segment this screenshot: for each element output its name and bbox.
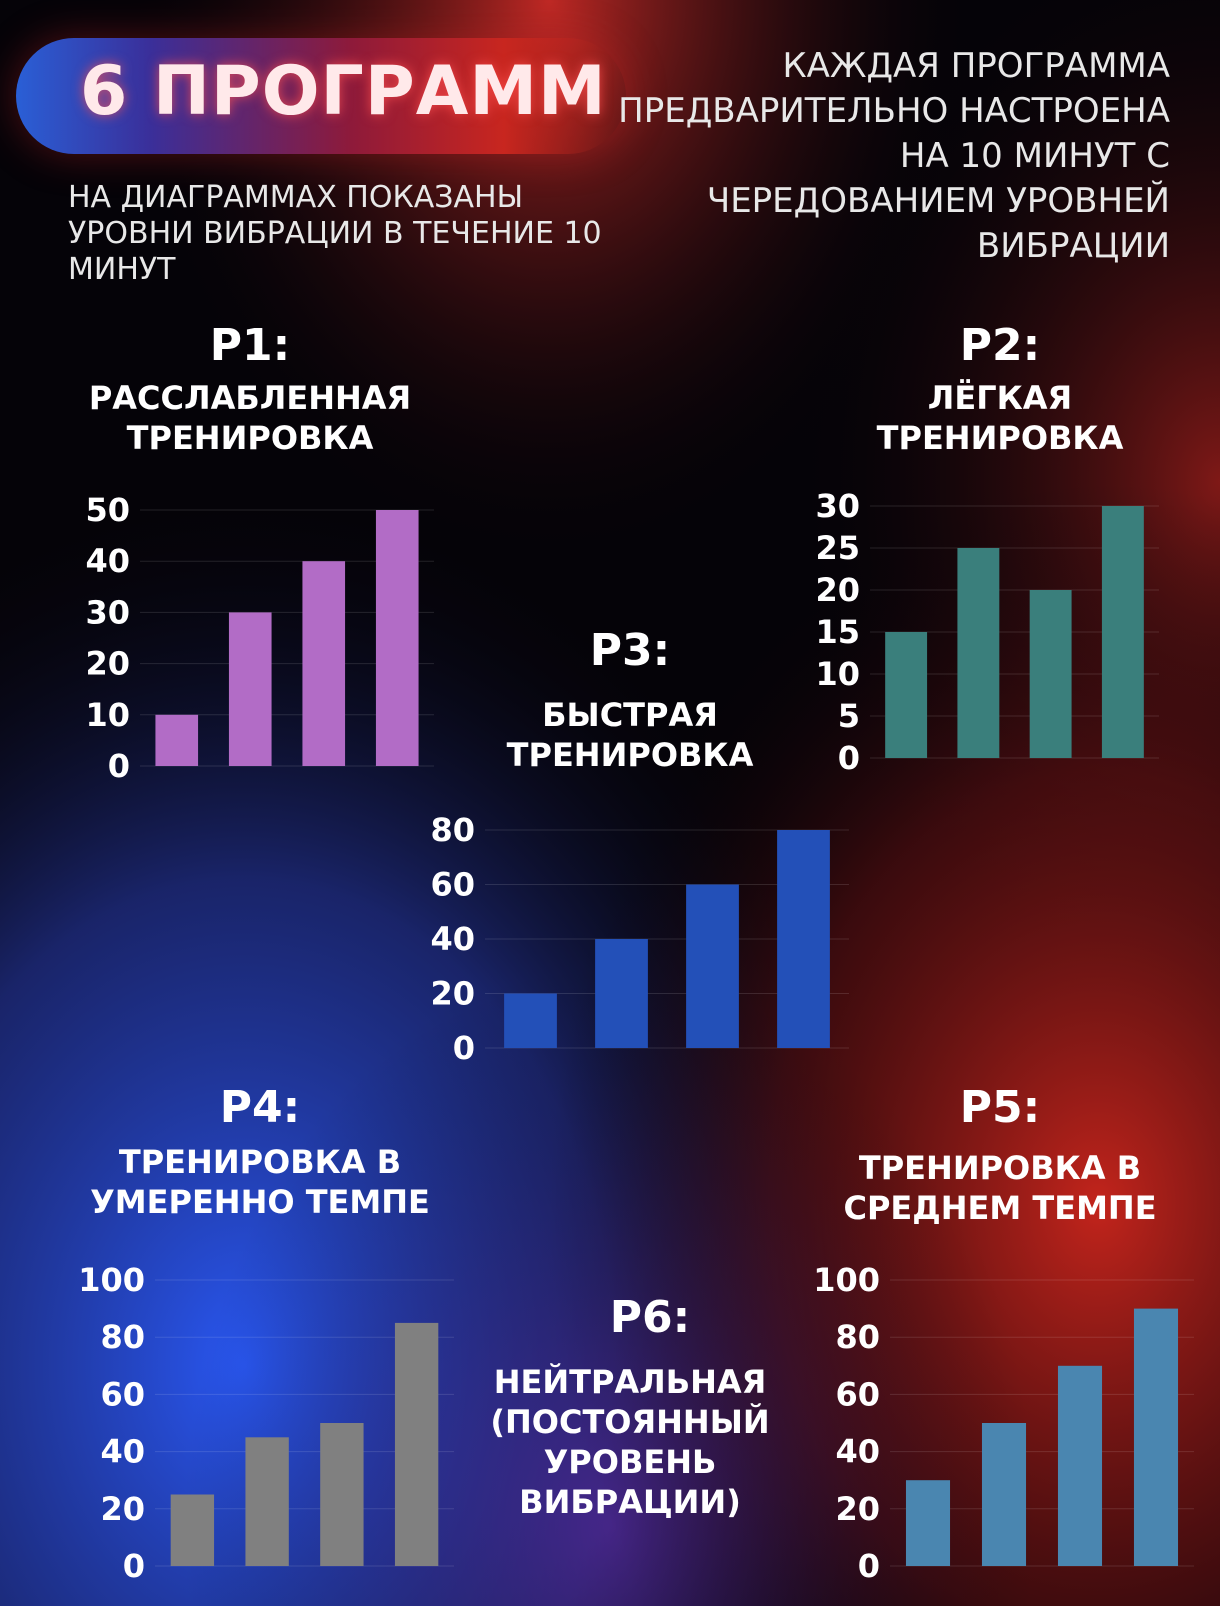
p4-y-tick-label: 80: [100, 1318, 145, 1356]
p3-y-tick-label: 20: [430, 975, 475, 1013]
p3-name: БЫСТРАЯ ТРЕНИРОВКА: [506, 696, 754, 774]
p6-name: НЕЙТРАЛЬНАЯ (ПОСТОЯННЫЙ УРОВЕНЬ ВИБРАЦИИ…: [490, 1363, 770, 1521]
p2-y-tick-label: 15: [815, 613, 860, 651]
p2-y-tick-label: 5: [838, 697, 860, 735]
p1-y-tick-label: 30: [85, 593, 130, 631]
p1-code: P1:: [209, 320, 291, 371]
p2-code: P2:: [959, 320, 1041, 371]
p2-y-tick-label: 30: [815, 487, 860, 525]
p4-code: P4:: [219, 1082, 301, 1133]
p2-bar-1: [885, 632, 928, 758]
p2-y-tick-label: 20: [815, 571, 860, 609]
p3-y-tick-label: 80: [430, 811, 475, 849]
p4-y-tick-label: 100: [78, 1261, 145, 1299]
title-banner: [16, 38, 626, 154]
p5-y-tick-label: 60: [835, 1375, 880, 1413]
p1-y-tick-label: 20: [85, 645, 130, 683]
p1-y-tick-label: 40: [85, 542, 130, 580]
p3-bar-1: [504, 993, 557, 1048]
p1-bar-1: [155, 714, 199, 766]
p5-name: ТРЕНИРОВКА В СРЕДНЕМ ТЕМПЕ: [843, 1149, 1157, 1227]
p4-y-tick-label: 0: [123, 1547, 145, 1585]
p3-y-tick-label: 40: [430, 920, 475, 958]
p5-y-tick-label: 80: [835, 1318, 880, 1356]
page-title: 6 ПРОГРАММ: [80, 52, 607, 131]
p5-code: P5:: [959, 1082, 1041, 1133]
p4-name: ТРЕНИРОВКА В УМЕРЕННО ТЕМПЕ: [90, 1143, 430, 1221]
p1-name: РАССЛАБЛЕННАЯ ТРЕНИРОВКА: [88, 379, 412, 457]
p4-y-tick-label: 20: [100, 1490, 145, 1528]
p5-y-tick-label: 100: [813, 1261, 880, 1299]
p1-bar-4: [375, 510, 419, 766]
p2-y-tick-label: 0: [838, 739, 860, 777]
p1-bar-2: [228, 612, 272, 766]
p1-y-tick-label: 50: [85, 491, 130, 529]
p5-bar-1: [905, 1480, 951, 1566]
p1-chart: 0 10 20 30 40 50: [85, 491, 434, 785]
p2-chart: 0 5 10 15 20 25 30: [815, 487, 1159, 777]
intro-note-left: НА ДИАГРАММАХ ПОКАЗАНЫ УРОВНИ ВИБРАЦИИ В…: [68, 180, 602, 287]
p2-y-tick-label: 10: [815, 655, 860, 693]
p5-chart: 0 20 40 60 80 100: [813, 1261, 1194, 1585]
p5-y-tick-label: 40: [835, 1433, 880, 1471]
p3-bar-2: [595, 939, 648, 1048]
p4-chart: 0 20 40 60 80 100: [78, 1261, 454, 1585]
p2-name: ЛЁГКАЯ ТРЕНИРОВКА: [876, 379, 1124, 457]
p3-bar-4: [777, 830, 830, 1048]
p5-y-tick-label: 20: [835, 1490, 880, 1528]
p1-y-tick-label: 0: [108, 747, 130, 785]
p4-bar-1: [170, 1494, 215, 1566]
p4-y-tick-label: 60: [100, 1375, 145, 1413]
p2-bar-4: [1101, 506, 1144, 758]
p4-bar-3: [320, 1423, 364, 1566]
p2-y-tick-label: 25: [815, 529, 860, 567]
p6-code: P6:: [609, 1292, 691, 1343]
p5-y-tick-label: 0: [858, 1547, 880, 1585]
intro-note-right: КАЖДАЯ ПРОГРАММА ПРЕДВАРИТЕЛЬНО НАСТРОЕН…: [618, 46, 1170, 266]
p3-chart: 0 20 40 60 80: [430, 811, 849, 1067]
p5-bar-4: [1133, 1308, 1179, 1566]
p3-y-tick-label: 0: [453, 1029, 475, 1067]
p1-y-tick-label: 10: [85, 696, 130, 734]
p2-bar-3: [1029, 590, 1072, 758]
p3-y-tick-label: 60: [430, 866, 475, 904]
p4-bar-2: [245, 1437, 289, 1566]
p3-bar-3: [686, 884, 739, 1048]
p5-bar-3: [1057, 1365, 1103, 1566]
p4-bar-4: [394, 1322, 439, 1566]
p1-bar-3: [302, 561, 346, 766]
p5-bar-2: [981, 1423, 1027, 1566]
p2-bar-2: [957, 548, 1000, 758]
p3-code: P3:: [589, 625, 671, 676]
p4-y-tick-label: 40: [100, 1433, 145, 1471]
